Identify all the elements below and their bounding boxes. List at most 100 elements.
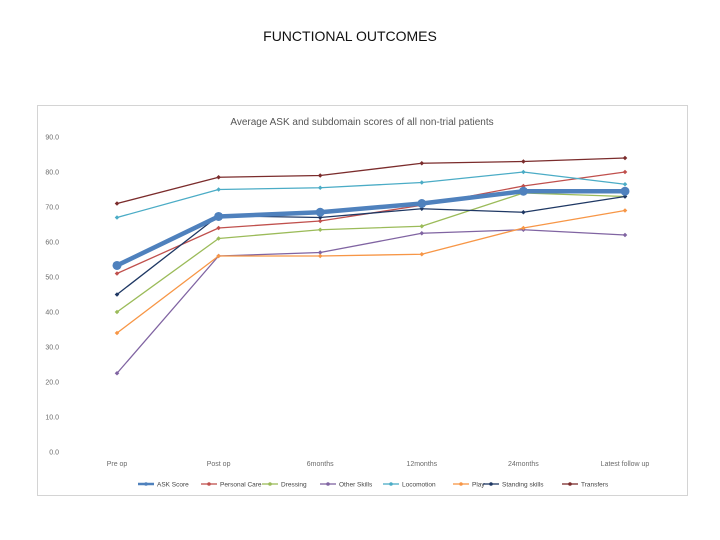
legend-marker bbox=[144, 482, 148, 486]
data-point bbox=[419, 251, 425, 257]
y-tick-label: 30.0 bbox=[45, 345, 59, 352]
series-line bbox=[116, 189, 625, 268]
legend-marker bbox=[568, 482, 572, 486]
legend-label: Other Skills bbox=[339, 481, 373, 488]
data-point bbox=[521, 159, 526, 164]
data-point bbox=[419, 180, 425, 185]
series-dressing bbox=[114, 190, 628, 315]
chart-title: Average ASK and subdomain scores of all … bbox=[230, 117, 493, 128]
y-tick-label: 50.0 bbox=[45, 275, 59, 282]
y-tick-label: 60.0 bbox=[45, 240, 59, 247]
y-axis: 0.0 10.0 20.0 30.0 40.0 50.0 60.0 70.0 80.0 90.0 bbox=[45, 135, 59, 457]
legend-label: Play bbox=[472, 481, 485, 488]
data-point bbox=[216, 187, 221, 192]
data-point bbox=[114, 215, 120, 220]
data-point bbox=[216, 174, 221, 180]
series-line bbox=[116, 209, 626, 334]
y-tick-label: 90.0 bbox=[45, 135, 59, 142]
data-point bbox=[315, 207, 325, 217]
data-point bbox=[521, 225, 526, 231]
slide-title: FUNCTIONAL OUTCOMES bbox=[263, 28, 437, 44]
legend-item: Personal Care bbox=[201, 481, 262, 488]
series-line bbox=[116, 171, 626, 275]
legend-label: Standing skills bbox=[502, 481, 544, 488]
data-point bbox=[620, 186, 630, 196]
legend-item: Transfers bbox=[562, 481, 609, 488]
legend-label: Locomotion bbox=[402, 481, 436, 488]
series-transfers bbox=[114, 155, 628, 206]
data-point bbox=[112, 260, 122, 270]
data-point bbox=[419, 160, 425, 166]
data-point bbox=[114, 201, 120, 206]
data-point bbox=[216, 225, 221, 231]
data-point bbox=[419, 223, 425, 229]
legend-label: ASK Score bbox=[157, 481, 189, 488]
data-point bbox=[622, 155, 628, 161]
legend-item: Other Skills bbox=[320, 481, 373, 488]
legend-marker bbox=[207, 482, 211, 486]
data-point bbox=[622, 208, 628, 213]
legend-marker bbox=[459, 482, 463, 486]
data-point bbox=[114, 370, 120, 376]
data-point bbox=[114, 271, 120, 276]
data-point bbox=[622, 181, 628, 187]
legend-item: Play bbox=[453, 481, 485, 488]
series-other-skills bbox=[114, 227, 628, 376]
data-point bbox=[216, 253, 221, 259]
data-point bbox=[622, 169, 628, 175]
y-tick-label: 40.0 bbox=[45, 310, 59, 317]
x-tick-label: 6months bbox=[307, 461, 334, 468]
legend-item: ASK Score bbox=[138, 481, 189, 488]
data-point bbox=[317, 218, 323, 224]
legend-marker bbox=[268, 482, 272, 486]
data-point bbox=[317, 253, 323, 259]
legend-marker bbox=[489, 482, 493, 486]
y-tick-label: 70.0 bbox=[45, 205, 59, 212]
series-line bbox=[116, 192, 626, 313]
data-point bbox=[216, 236, 221, 241]
x-tick-label: 24months bbox=[508, 461, 539, 468]
x-axis: Pre op Post op 6months 12months 24months Late… bbox=[107, 461, 650, 468]
chart-frame: Average ASK and subdomain scores of all … bbox=[37, 105, 688, 496]
x-tick-label: Latest follow up bbox=[601, 461, 650, 468]
legend-label: Personal Care bbox=[220, 481, 262, 488]
data-point bbox=[622, 232, 628, 238]
x-tick-label: Pre op bbox=[107, 461, 128, 468]
x-tick-label: Post op bbox=[207, 461, 231, 468]
legend-item: Locomotion bbox=[383, 481, 436, 488]
legend-marker bbox=[389, 482, 393, 486]
data-point bbox=[419, 230, 425, 236]
plot-area bbox=[112, 155, 630, 376]
data-point bbox=[417, 199, 427, 208]
legend-label: Dressing bbox=[281, 481, 307, 488]
data-point bbox=[114, 330, 120, 336]
data-point bbox=[521, 209, 526, 215]
x-tick-label: 12months bbox=[406, 461, 437, 468]
data-point bbox=[622, 194, 628, 199]
series-play bbox=[114, 208, 628, 336]
data-point bbox=[114, 309, 120, 315]
data-point bbox=[317, 227, 323, 233]
data-point bbox=[317, 173, 323, 178]
legend: ASK Score Personal Care Dressing Other Skil… bbox=[138, 481, 609, 488]
data-point bbox=[114, 292, 120, 297]
y-tick-label: 0.0 bbox=[49, 450, 59, 457]
series-locomotion bbox=[114, 169, 628, 220]
y-tick-label: 20.0 bbox=[45, 380, 59, 387]
line-chart: Average ASK and subdomain scores of all … bbox=[45, 117, 650, 488]
data-point bbox=[518, 186, 528, 196]
data-point bbox=[214, 211, 224, 221]
legend-label: Transfers bbox=[581, 481, 609, 488]
legend-marker bbox=[326, 482, 330, 486]
data-point bbox=[521, 169, 526, 175]
legend-item: Dressing bbox=[262, 481, 307, 488]
legend-item: Standing skills bbox=[483, 481, 544, 488]
data-point bbox=[317, 185, 323, 191]
data-point bbox=[317, 250, 323, 255]
series-line bbox=[116, 171, 626, 219]
series-line bbox=[116, 157, 626, 205]
y-tick-label: 10.0 bbox=[45, 415, 59, 422]
series-line bbox=[116, 195, 626, 296]
y-tick-label: 80.0 bbox=[45, 170, 59, 177]
series-line bbox=[116, 229, 626, 374]
